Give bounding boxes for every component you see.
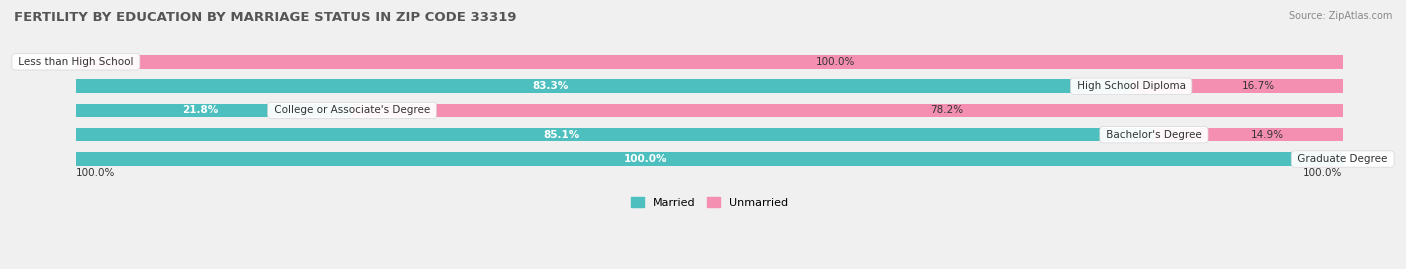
- Text: Source: ZipAtlas.com: Source: ZipAtlas.com: [1288, 11, 1392, 21]
- Bar: [1154, 128, 1343, 141]
- Text: 14.9%: 14.9%: [1250, 130, 1284, 140]
- Bar: [76, 128, 1343, 141]
- Text: Graduate Degree: Graduate Degree: [1295, 154, 1391, 164]
- Legend: Married, Unmarried: Married, Unmarried: [626, 193, 793, 212]
- Text: High School Diploma: High School Diploma: [1074, 81, 1188, 91]
- Text: Less than High School: Less than High School: [15, 57, 136, 67]
- Text: College or Associate's Degree: College or Associate's Degree: [271, 105, 433, 115]
- Bar: [76, 152, 1343, 166]
- Text: 100.0%: 100.0%: [624, 154, 668, 164]
- Text: 78.2%: 78.2%: [929, 105, 963, 115]
- Text: 83.3%: 83.3%: [533, 81, 569, 91]
- Text: 21.8%: 21.8%: [181, 105, 218, 115]
- Bar: [352, 104, 1343, 117]
- Bar: [76, 128, 1154, 141]
- Text: Bachelor's Degree: Bachelor's Degree: [1102, 130, 1205, 140]
- Text: 100.0%: 100.0%: [76, 168, 115, 178]
- Bar: [76, 104, 352, 117]
- Text: 85.1%: 85.1%: [543, 130, 579, 140]
- Bar: [76, 55, 1343, 69]
- Bar: [1132, 79, 1343, 93]
- Bar: [76, 79, 1132, 93]
- Text: 16.7%: 16.7%: [1241, 81, 1275, 91]
- Bar: [76, 55, 1343, 69]
- Text: 100.0%: 100.0%: [1303, 168, 1343, 178]
- Text: FERTILITY BY EDUCATION BY MARRIAGE STATUS IN ZIP CODE 33319: FERTILITY BY EDUCATION BY MARRIAGE STATU…: [14, 11, 516, 24]
- Bar: [76, 104, 1343, 117]
- Bar: [76, 152, 1343, 166]
- Bar: [76, 79, 1343, 93]
- Text: 100.0%: 100.0%: [817, 57, 856, 67]
